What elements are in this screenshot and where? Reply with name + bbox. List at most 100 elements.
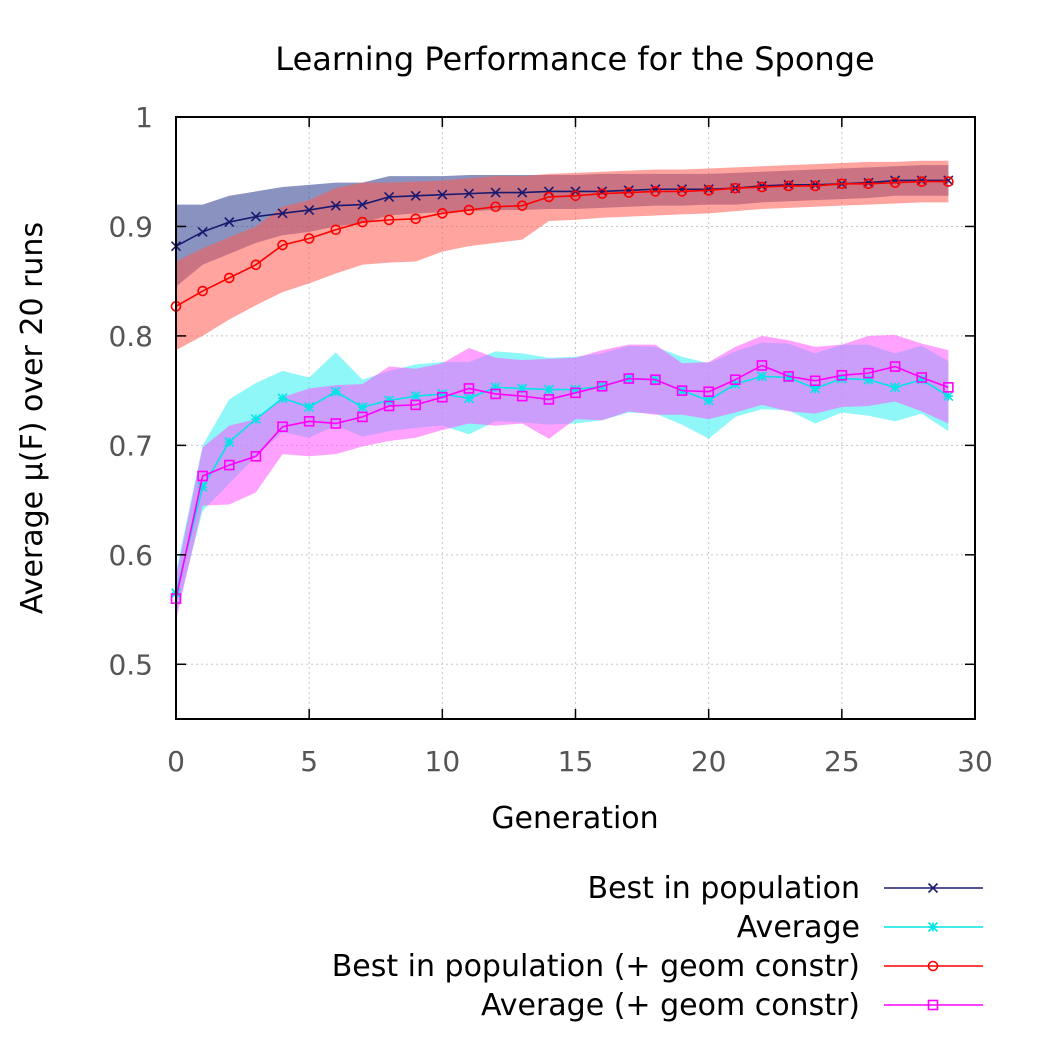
legend: Best in population Average Best in populat… — [332, 871, 983, 1023]
point-series-1 — [304, 401, 315, 413]
legend-label: Best in population — [588, 871, 861, 906]
x-axis-label: Generation — [491, 801, 658, 836]
point-series-1 — [890, 382, 901, 393]
point-series-1 — [943, 391, 954, 402]
point-series-2 — [516, 200, 528, 211]
x-tick-label: 0 — [167, 745, 185, 778]
point-series-3 — [863, 367, 874, 379]
legend-marker — [927, 921, 939, 933]
point-series-3 — [943, 382, 954, 393]
point-series-2 — [330, 224, 342, 236]
point-series-3 — [303, 415, 315, 427]
point-series-3 — [223, 459, 235, 471]
point-series-3 — [570, 387, 581, 399]
point-series-2 — [250, 259, 262, 271]
point-series-2 — [756, 181, 768, 193]
point-series-1 — [357, 401, 368, 413]
point-series-1 — [490, 382, 501, 393]
legend-marker — [927, 960, 939, 972]
point-series-1 — [756, 371, 767, 382]
point-series-1 — [463, 393, 475, 404]
point-series-3 — [889, 361, 901, 372]
point-series-2 — [916, 176, 928, 187]
point-series-2 — [277, 239, 288, 251]
point-series-3 — [676, 385, 688, 396]
point-series-2 — [437, 208, 448, 219]
point-series-0 — [543, 186, 554, 197]
point-series-3 — [277, 421, 288, 433]
legend-marker — [927, 882, 939, 894]
band-series-2 — [176, 160, 949, 351]
point-series-2 — [197, 285, 208, 297]
point-series-0 — [463, 188, 475, 199]
point-series-1 — [543, 384, 554, 395]
point-series-0 — [277, 208, 288, 219]
legend-marker — [927, 999, 939, 1011]
point-series-2 — [410, 213, 422, 225]
point-series-3 — [703, 386, 714, 398]
point-series-3 — [623, 373, 635, 384]
point-series-2 — [943, 176, 954, 187]
point-series-0 — [676, 184, 688, 195]
point-series-0 — [357, 199, 368, 210]
point-series-3 — [916, 372, 928, 383]
point-series-0 — [197, 226, 208, 237]
point-series-2 — [703, 185, 714, 196]
point-series-3 — [729, 374, 741, 385]
point-series-1 — [250, 414, 261, 425]
point-series-3 — [490, 388, 501, 400]
point-series-3 — [197, 470, 208, 482]
legend-label: Best in population (+ geom constr) — [332, 949, 860, 984]
y-tick-label: 1 — [135, 101, 153, 134]
point-series-2 — [729, 182, 741, 194]
point-series-3 — [330, 418, 342, 429]
legend-label: Average — [737, 910, 860, 945]
point-series-3 — [516, 390, 528, 402]
point-series-3 — [596, 380, 608, 392]
x-tick-label: 25 — [824, 745, 860, 778]
point-series-3 — [383, 400, 395, 412]
point-series-3 — [836, 370, 848, 381]
point-series-1 — [384, 395, 395, 406]
point-series-1 — [410, 391, 421, 402]
point-series-2 — [863, 178, 874, 190]
point-series-2 — [650, 186, 661, 197]
point-series-2 — [570, 190, 581, 202]
plot-frame — [175, 116, 976, 720]
point-series-2 — [490, 201, 501, 213]
x-tick-label: 30 — [957, 745, 993, 778]
line-series-1 — [175, 375, 949, 594]
x-tick-label: 15 — [558, 745, 594, 778]
point-series-2 — [783, 180, 794, 192]
point-series-3 — [357, 411, 368, 423]
y-tick-label: 0.6 — [108, 539, 153, 572]
point-series-2 — [809, 180, 821, 192]
point-series-3 — [463, 383, 475, 394]
point-series-0 — [330, 200, 341, 211]
chart-title: Learning Performance for the Sponge — [275, 40, 874, 78]
point-series-2 — [463, 204, 475, 216]
point-series-0 — [437, 189, 448, 200]
point-series-2 — [543, 191, 555, 203]
point-series-2 — [676, 186, 688, 197]
point-series-1 — [330, 386, 341, 397]
point-series-2 — [357, 216, 368, 228]
point-series-0 — [490, 187, 501, 198]
x-tick-label: 10 — [425, 745, 461, 778]
point-series-0 — [410, 190, 421, 201]
point-series-2 — [623, 187, 635, 198]
point-series-3 — [756, 360, 768, 371]
axis-layer: 0 5 10 15 20 25 30 0.5 0.6 0.7 0.8 0.9 1 — [108, 101, 992, 778]
point-series-3 — [783, 371, 794, 382]
line-layer — [170, 175, 954, 604]
point-series-0 — [304, 204, 315, 216]
point-series-1 — [224, 437, 235, 448]
point-series-0 — [224, 217, 235, 228]
point-series-0 — [517, 187, 528, 198]
point-series-3 — [437, 391, 448, 403]
point-series-2 — [383, 214, 395, 226]
point-series-0 — [250, 211, 261, 222]
y-tick-label: 0.8 — [108, 320, 153, 353]
